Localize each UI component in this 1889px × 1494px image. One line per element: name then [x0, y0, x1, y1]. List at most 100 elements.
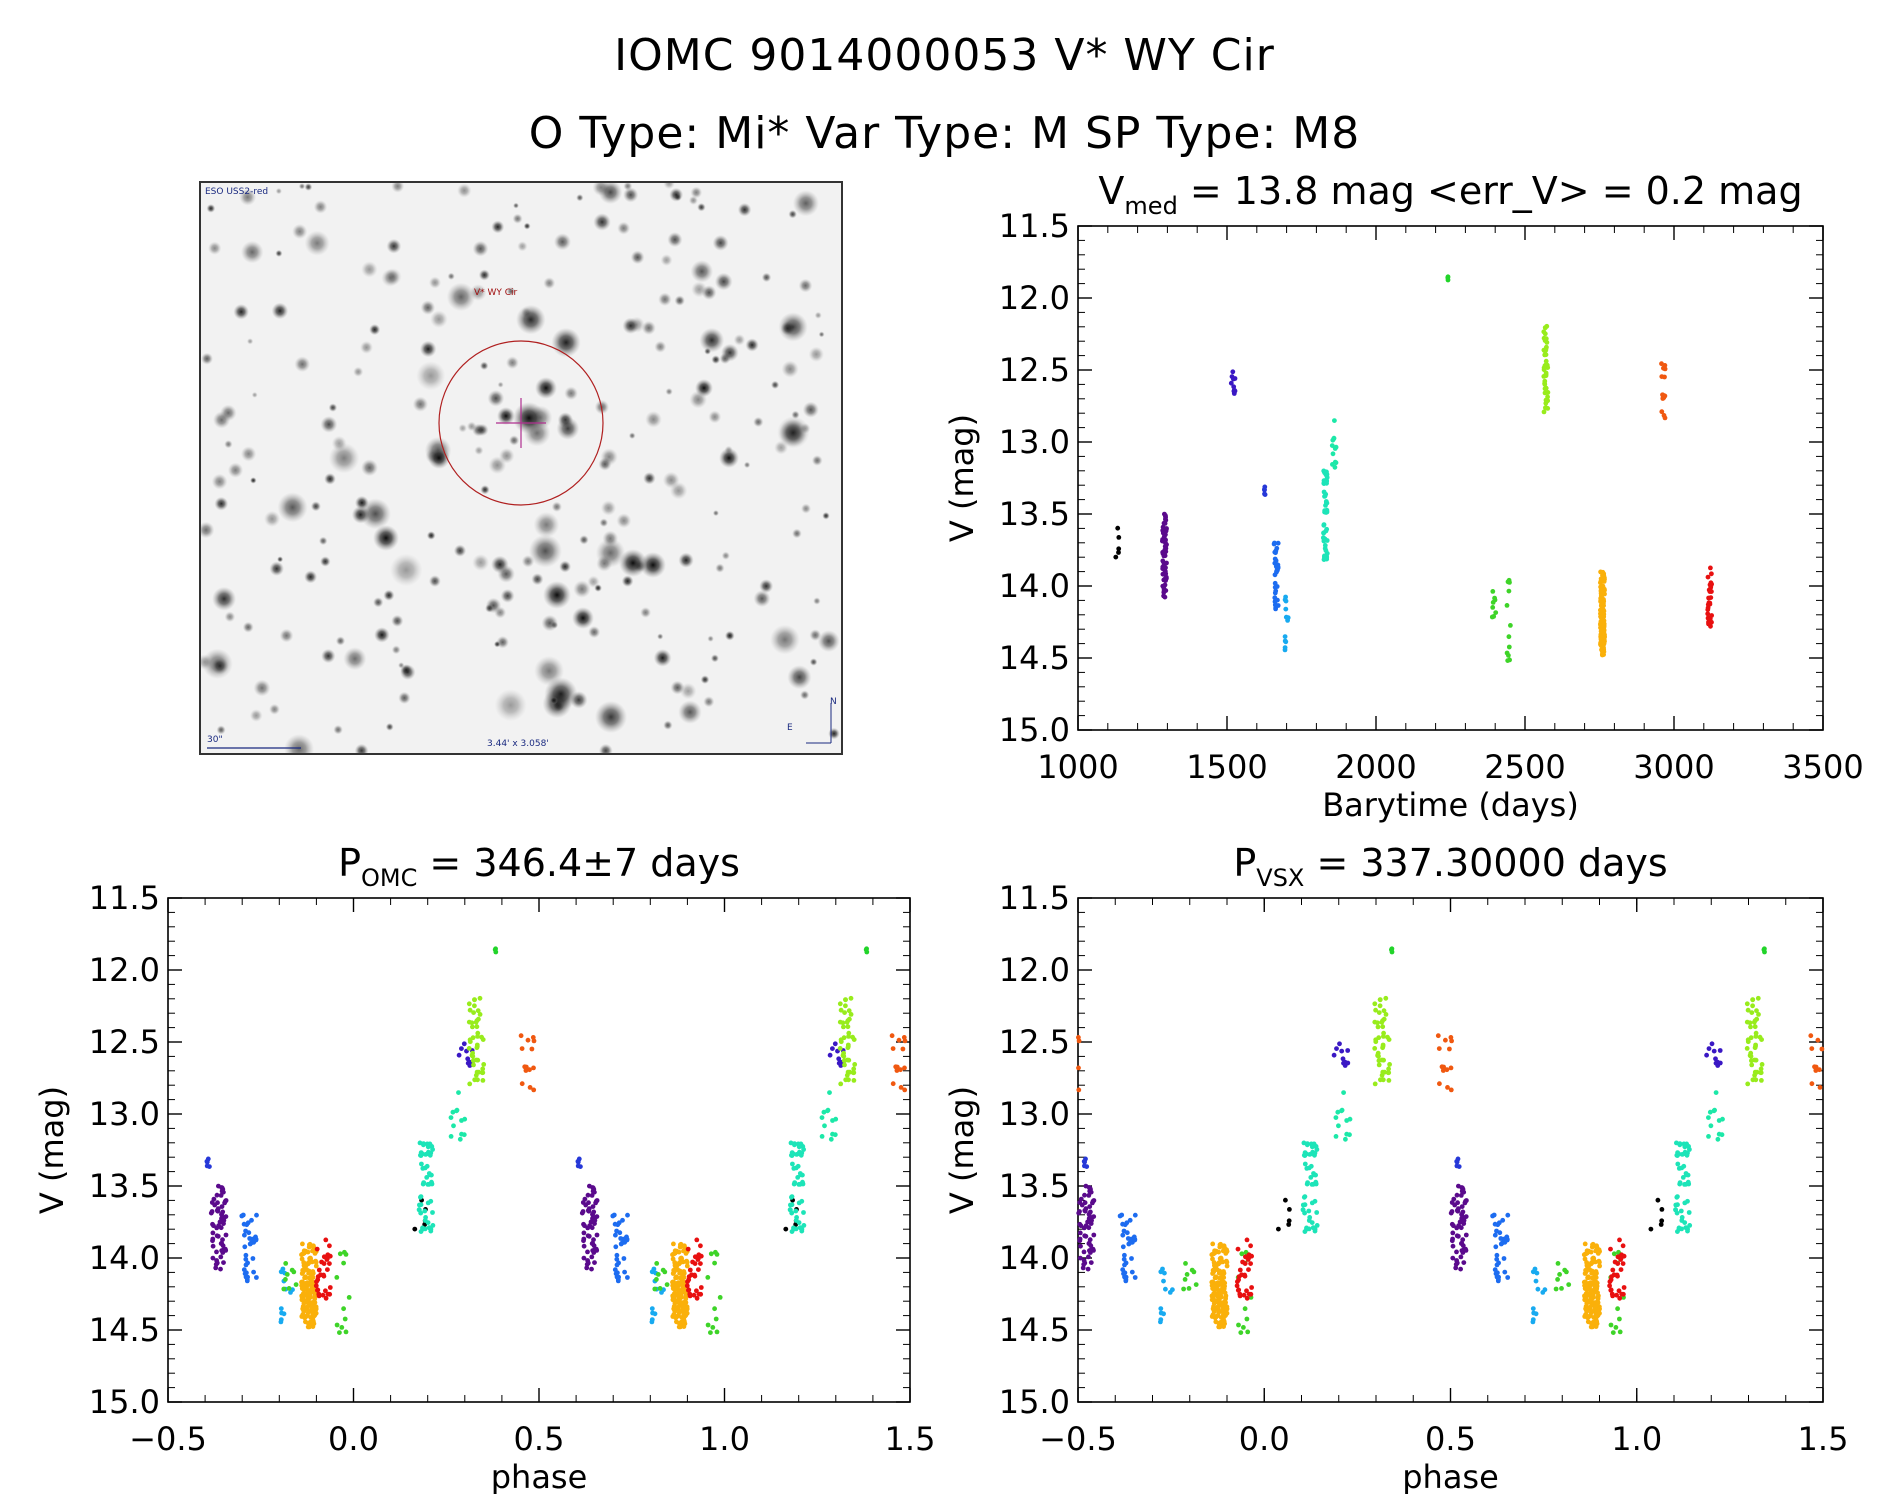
data-point [1086, 1241, 1092, 1246]
data-point [1246, 1291, 1252, 1297]
y-tick-label: 11.5 [89, 879, 160, 917]
data-point [1380, 1024, 1386, 1030]
field-star [617, 221, 631, 235]
field-star [485, 603, 494, 613]
data-point [421, 1180, 427, 1185]
data-point [1687, 1223, 1693, 1228]
data-point [1593, 1275, 1599, 1280]
data-point [797, 1171, 803, 1176]
data-point [1273, 606, 1278, 612]
data-point [313, 1306, 319, 1312]
data-point [283, 1277, 288, 1282]
data-point [698, 1243, 703, 1249]
data-point [530, 1035, 536, 1040]
phase_omc-points [204, 946, 908, 1335]
data-point [1248, 1243, 1253, 1249]
field-star [373, 597, 384, 608]
data-point [1543, 373, 1549, 379]
data-point [474, 1045, 480, 1051]
field-star [594, 700, 628, 734]
data-point [1272, 540, 1277, 546]
data-point [1076, 1035, 1081, 1040]
data-point [307, 1241, 313, 1247]
data-point [898, 1067, 903, 1073]
field-star [700, 675, 710, 684]
data-point [625, 1212, 630, 1218]
data-point [1460, 1209, 1466, 1215]
data-point [790, 1161, 795, 1167]
data-point [1340, 1056, 1346, 1062]
data-point [1330, 451, 1336, 457]
data-point [1495, 1270, 1500, 1276]
field-star [707, 635, 714, 642]
data-point [343, 1329, 349, 1335]
data-point [678, 1241, 684, 1247]
field-star [787, 665, 812, 690]
data-point [1753, 1077, 1759, 1083]
data-point [475, 1057, 481, 1063]
target-circle [438, 340, 604, 506]
data-point [456, 1052, 462, 1058]
data-point [1122, 1252, 1127, 1258]
lightcurve-frame [1077, 225, 1824, 731]
data-point [1452, 1202, 1458, 1208]
data-point [680, 1305, 686, 1311]
field-star [770, 624, 800, 655]
field-star [549, 696, 558, 705]
data-point [902, 1065, 907, 1071]
data-point [1705, 611, 1711, 617]
x-tick-label: 1.5 [885, 1420, 936, 1458]
data-point [1323, 499, 1329, 504]
data-point [654, 1261, 660, 1266]
data-point [801, 1210, 806, 1215]
data-point [705, 1322, 711, 1328]
data-point [1309, 1200, 1315, 1206]
field-star [817, 630, 840, 653]
y-tick-label: 13.0 [999, 423, 1070, 461]
data-point [1386, 1078, 1392, 1083]
field-star [374, 627, 390, 643]
data-point [1087, 1237, 1093, 1243]
field-star [600, 500, 617, 516]
data-point [1705, 607, 1711, 613]
data-point [212, 1202, 218, 1208]
data-point [1675, 1229, 1680, 1234]
data-point [673, 1286, 679, 1291]
data-point [1217, 1260, 1223, 1265]
data-point [475, 1034, 480, 1039]
x-tick-label: 2000 [1335, 748, 1416, 786]
data-point [1553, 1286, 1559, 1292]
data-point [691, 1292, 697, 1298]
data-point [705, 1275, 711, 1280]
data-point [676, 1313, 681, 1318]
data-point [1611, 1251, 1617, 1257]
field-star [505, 356, 519, 370]
data-point [615, 1270, 620, 1276]
data-point [796, 1220, 802, 1225]
field-star [663, 183, 675, 190]
x-tick-label: 1000 [1037, 748, 1118, 786]
data-point [1246, 1267, 1251, 1272]
field-star [658, 292, 672, 307]
data-point [1493, 610, 1499, 615]
data-point [1754, 1069, 1760, 1075]
field-star [313, 200, 328, 214]
data-point [1683, 1171, 1689, 1176]
data-point [1381, 1008, 1387, 1014]
data-point [1302, 1161, 1308, 1167]
data-point [611, 1212, 617, 1218]
field-star [708, 410, 722, 424]
data-point [672, 1260, 678, 1265]
data-point [801, 1223, 807, 1228]
data-point [1160, 549, 1166, 555]
data-point [1161, 586, 1167, 591]
data-point [1085, 1266, 1091, 1272]
data-point [793, 1165, 799, 1171]
data-point [1596, 1258, 1602, 1264]
data-point [1599, 641, 1605, 646]
field-star [556, 417, 580, 440]
data-point [218, 1254, 224, 1260]
data-point [1222, 1290, 1228, 1296]
data-point [430, 1223, 436, 1228]
data-point [684, 1263, 690, 1269]
